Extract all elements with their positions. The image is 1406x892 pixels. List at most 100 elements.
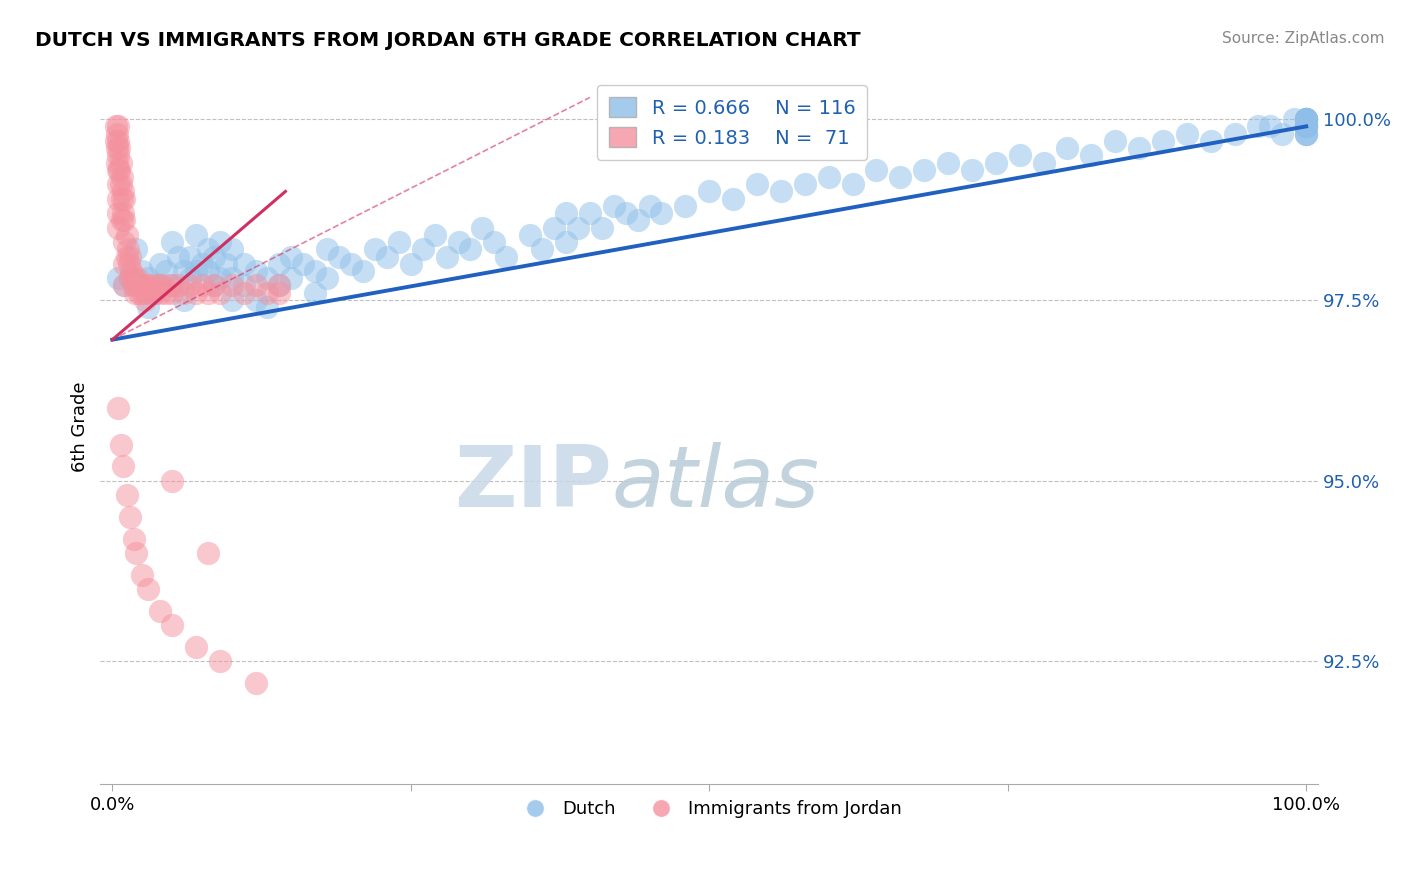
Point	[173, 264, 195, 278]
Point	[160, 618, 183, 632]
Point	[197, 242, 219, 256]
Point	[173, 293, 195, 307]
Point	[232, 278, 254, 293]
Y-axis label: 6th Grade: 6th Grade	[72, 381, 89, 472]
Point	[471, 220, 494, 235]
Point	[603, 199, 626, 213]
Point	[1008, 148, 1031, 162]
Point	[120, 509, 142, 524]
Point	[104, 134, 127, 148]
Point	[1295, 120, 1317, 134]
Point	[208, 285, 231, 300]
Point	[340, 257, 363, 271]
Point	[155, 264, 177, 278]
Point	[423, 227, 446, 242]
Point	[316, 271, 339, 285]
Point	[107, 120, 129, 134]
Point	[111, 213, 134, 227]
Point	[304, 264, 326, 278]
Point	[149, 278, 172, 293]
Point	[1199, 134, 1222, 148]
Point	[146, 278, 169, 293]
Point	[1295, 120, 1317, 134]
Point	[110, 178, 132, 192]
Point	[245, 293, 267, 307]
Point	[202, 278, 225, 293]
Point	[1223, 127, 1246, 141]
Point	[269, 278, 291, 293]
Point	[159, 278, 181, 293]
Point	[202, 278, 225, 293]
Point	[208, 271, 231, 285]
Point	[197, 546, 219, 560]
Point	[208, 655, 231, 669]
Point	[567, 220, 589, 235]
Point	[269, 285, 291, 300]
Point	[304, 285, 326, 300]
Point	[152, 278, 174, 293]
Point	[122, 271, 145, 285]
Point	[352, 264, 374, 278]
Point	[817, 169, 839, 184]
Point	[412, 242, 434, 256]
Point	[107, 401, 129, 416]
Point	[1260, 120, 1282, 134]
Point	[1295, 112, 1317, 127]
Point	[256, 300, 278, 314]
Point	[124, 285, 146, 300]
Point	[721, 192, 744, 206]
Point	[108, 141, 131, 155]
Text: DUTCH VS IMMIGRANTS FROM JORDAN 6TH GRADE CORRELATION CHART: DUTCH VS IMMIGRANTS FROM JORDAN 6TH GRAD…	[35, 31, 860, 50]
Point	[484, 235, 506, 249]
Point	[245, 676, 267, 690]
Point	[107, 271, 129, 285]
Point	[107, 192, 129, 206]
Point	[936, 155, 959, 169]
Point	[1295, 120, 1317, 134]
Point	[1104, 134, 1126, 148]
Point	[120, 271, 142, 285]
Point	[202, 250, 225, 264]
Point	[221, 293, 243, 307]
Point	[110, 155, 132, 169]
Point	[108, 162, 131, 177]
Point	[112, 192, 135, 206]
Point	[112, 213, 135, 227]
Point	[555, 235, 578, 249]
Point	[197, 264, 219, 278]
Point	[555, 206, 578, 220]
Point	[120, 250, 142, 264]
Point	[128, 278, 150, 293]
Point	[139, 285, 162, 300]
Point	[1284, 112, 1306, 127]
Point	[184, 285, 207, 300]
Point	[112, 206, 135, 220]
Point	[614, 206, 637, 220]
Point	[127, 271, 149, 285]
Point	[112, 278, 135, 293]
Point	[131, 264, 153, 278]
Point	[912, 162, 935, 177]
Point	[245, 278, 267, 293]
Point	[112, 235, 135, 249]
Point	[1295, 120, 1317, 134]
Point	[650, 206, 672, 220]
Point	[111, 169, 134, 184]
Point	[256, 285, 278, 300]
Point	[280, 271, 302, 285]
Point	[1295, 127, 1317, 141]
Point	[121, 278, 143, 293]
Point	[136, 300, 159, 314]
Point	[115, 488, 138, 502]
Point	[115, 227, 138, 242]
Point	[112, 278, 135, 293]
Point	[1128, 141, 1150, 155]
Point	[107, 134, 129, 148]
Point	[280, 250, 302, 264]
Point	[160, 285, 183, 300]
Point	[1295, 112, 1317, 127]
Point	[1295, 127, 1317, 141]
Point	[112, 459, 135, 474]
Point	[436, 250, 458, 264]
Point	[191, 278, 214, 293]
